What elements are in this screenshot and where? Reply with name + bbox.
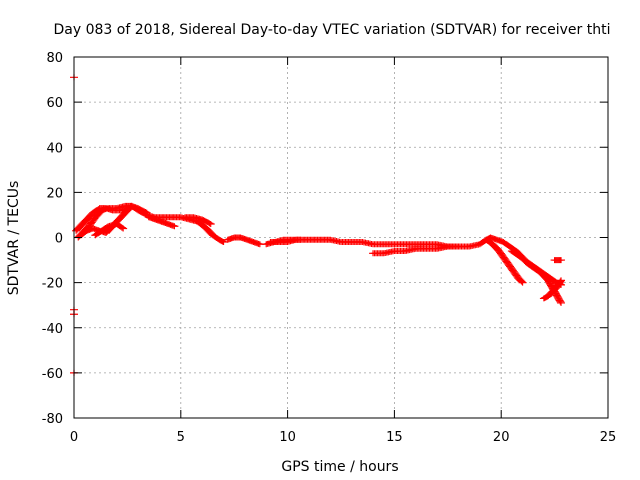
data-point <box>557 277 566 284</box>
series-arc-j <box>369 243 463 257</box>
y-axis-label: SDTVAR / TECUs <box>6 181 22 296</box>
y-tick-label: 20 <box>46 186 63 201</box>
axis-tick-labels: 0 5 10 15 20 25 -80 -60 -40 -20 0 20 40 60 80 <box>42 51 617 445</box>
y-tick-label: -20 <box>42 277 63 292</box>
chart-title: Day 083 of 2018, Sidereal Day-to-day VTE… <box>54 22 611 38</box>
data-point <box>296 236 305 243</box>
data-point <box>454 243 463 250</box>
y-tick-label: -40 <box>42 322 63 337</box>
x-axis-label: GPS time / hours <box>281 459 398 475</box>
grid-lines <box>74 57 608 418</box>
x-tick-label: 20 <box>493 430 510 445</box>
y-tick-label: 60 <box>46 96 63 111</box>
data-point <box>518 279 527 286</box>
data-point <box>141 209 150 216</box>
data-point <box>517 278 526 285</box>
data-point <box>557 257 566 264</box>
series-arc-e <box>144 214 179 230</box>
y-tick-label: -80 <box>42 412 63 427</box>
data-point <box>142 209 151 216</box>
series-arc-o <box>550 257 566 264</box>
data-point <box>117 224 126 231</box>
series-arc-n <box>539 277 566 302</box>
y-tick-label: -60 <box>42 367 63 382</box>
y-tick-label: 0 <box>55 232 63 247</box>
data-points <box>70 74 566 376</box>
x-tick-label: 10 <box>279 430 296 445</box>
data-point <box>119 225 128 232</box>
y-tick-label: 40 <box>46 141 63 156</box>
x-tick-label: 25 <box>600 430 617 445</box>
data-point <box>170 223 179 230</box>
series-arc-k <box>482 236 527 286</box>
x-tick-label: 0 <box>70 430 78 445</box>
data-point <box>219 239 228 246</box>
series-arc-i <box>262 236 305 248</box>
data-point <box>557 299 566 306</box>
data-point <box>205 220 214 227</box>
x-tick-label: 5 <box>177 430 185 445</box>
y-tick-label: 80 <box>46 51 63 66</box>
data-point <box>206 220 215 227</box>
series-arc-g <box>223 234 264 248</box>
series-arc-d <box>91 220 128 239</box>
x-tick-label: 15 <box>386 430 403 445</box>
data-point <box>556 298 565 305</box>
series-arc-f <box>181 214 215 227</box>
axis-ticks <box>73 56 609 419</box>
data-point <box>556 278 565 285</box>
